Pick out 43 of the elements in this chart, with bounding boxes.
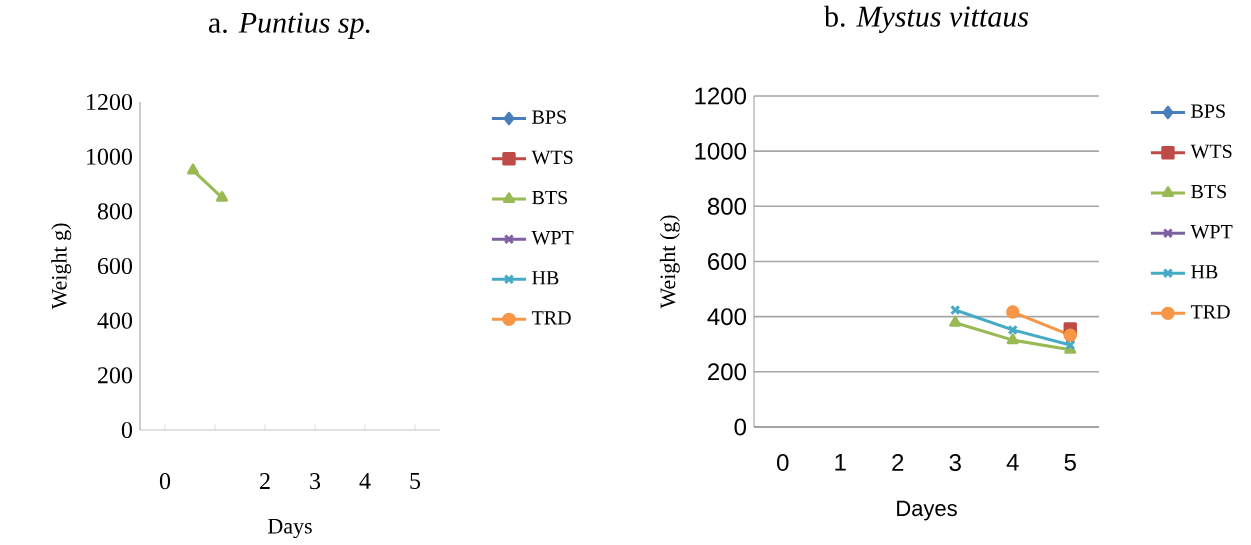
legend-label: TRD <box>1190 305 1230 319</box>
x-tick-label: 0 <box>159 473 171 490</box>
x-axis-title: Days <box>268 518 312 539</box>
legend-label: BTS <box>1191 184 1226 199</box>
legend-label: WPT <box>1190 225 1233 239</box>
y-tick-label: 1000 <box>87 148 133 165</box>
x-tick-label: 5 <box>1064 454 1076 471</box>
legend-label: BTS <box>532 190 567 205</box>
y-axis-title: Weight g) <box>51 223 72 310</box>
x-tick-label: 3 <box>310 473 321 490</box>
x-tick-label: 2 <box>260 473 270 489</box>
y-tick-label: 800 <box>97 203 133 220</box>
y-tick-label: 400 <box>707 308 747 326</box>
legend-label: BPS <box>1191 104 1225 118</box>
y-tick-label: 1200 <box>87 93 133 111</box>
x-tick-label: 4 <box>359 473 371 489</box>
x-tick-label: 4 <box>1006 454 1019 471</box>
y-tick-label: 600 <box>708 253 747 270</box>
x-tick-label: 5 <box>410 473 421 489</box>
chart-title: b. Mystus vittaus <box>824 5 1029 33</box>
legend-label: WTS <box>1190 144 1232 159</box>
legend-label: HB <box>532 271 559 285</box>
y-tick-label: 200 <box>708 363 747 381</box>
y-tick-label: 1000 <box>695 142 747 160</box>
legend-label: WPT <box>531 231 574 245</box>
chart-title: a. Puntius sp. <box>209 12 370 39</box>
y-tick-label: 800 <box>707 197 747 215</box>
x-tick-label: 1 <box>835 454 846 471</box>
y-tick-label: 600 <box>97 257 133 275</box>
x-tick-label: 0 <box>777 454 789 472</box>
y-tick-label: 400 <box>97 312 133 329</box>
y-axis-title: Weight (g) <box>659 215 680 309</box>
x-tick-label: 2 <box>892 454 904 471</box>
y-tick-label: 0 <box>734 418 747 436</box>
y-tick-label: 1200 <box>695 87 747 105</box>
legend-label: BPS <box>532 110 566 124</box>
x-axis-title: Dayes <box>897 500 957 521</box>
legend-label: HB <box>1191 265 1218 279</box>
y-tick-label: 200 <box>98 367 133 384</box>
y-tick-label: 0 <box>121 421 133 439</box>
x-tick-label: 3 <box>949 454 961 472</box>
legend-label: TRD <box>531 311 571 325</box>
legend-label: WTS <box>531 150 573 165</box>
